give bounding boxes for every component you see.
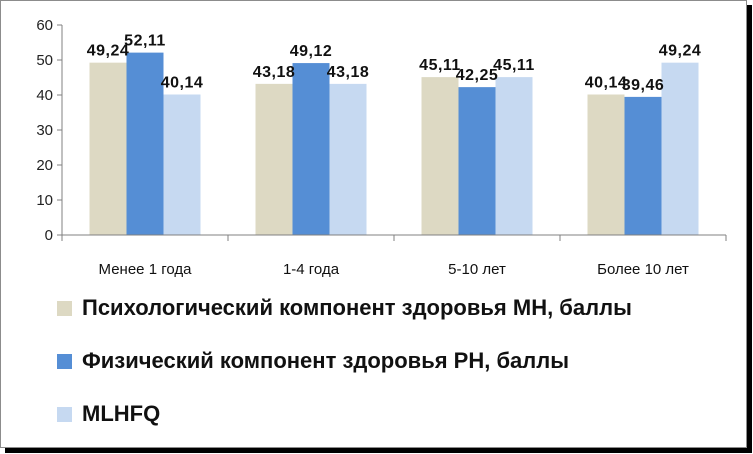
data-label-mh: 49,24 xyxy=(87,43,130,60)
legend: Психологический компонент здоровья MH, б… xyxy=(57,293,632,452)
legend-swatch-mlhfq xyxy=(57,406,72,422)
data-label-mh: 43,18 xyxy=(253,64,296,81)
chart-frame: 0 10 20 30 40 50 60 49,24 52,11 40,14 43,18 49,12 4… xyxy=(0,0,747,448)
bars xyxy=(89,52,699,236)
data-label-mlhfq: 43,18 xyxy=(327,64,370,81)
bar-mh xyxy=(89,62,127,235)
legend-item-mh: Психологический компонент здоровья MH, б… xyxy=(57,293,632,323)
bar-ph xyxy=(126,52,164,235)
data-label-ph: 49,12 xyxy=(290,43,333,60)
bar-mlhfq xyxy=(661,62,699,235)
legend-swatch-ph xyxy=(57,353,72,369)
bar-mh xyxy=(421,77,459,236)
legend-label-mlhfq: MLHFQ xyxy=(82,401,161,426)
bar-mlhfq xyxy=(329,83,367,236)
category-labels: Менее 1 года 1-4 года 5-10 лет Более 10 лет xyxy=(99,261,689,278)
category-label: 1-4 года xyxy=(283,261,340,278)
y-tick-label: 20 xyxy=(36,157,53,174)
legend-item-ph: Физический компонент здоровья PH, баллы xyxy=(57,346,632,376)
category-label: Более 10 лет xyxy=(597,261,689,278)
legend-item-mlhfq: MLHFQ xyxy=(57,399,632,429)
y-tick-label: 40 xyxy=(36,87,53,104)
data-label-ph: 39,46 xyxy=(622,77,665,94)
category-label: Менее 1 года xyxy=(99,261,193,278)
axes xyxy=(61,25,727,241)
y-axis-ticks: 0 10 20 30 40 50 60 xyxy=(36,17,62,244)
y-tick-label: 60 xyxy=(36,17,53,34)
bar-mlhfq xyxy=(495,77,533,236)
bar-mlhfq xyxy=(163,94,201,235)
data-label-mh: 45,11 xyxy=(419,57,461,74)
bar-ph xyxy=(458,87,496,235)
y-tick-label: 50 xyxy=(36,52,53,69)
legend-label-mh: Психологический компонент здоровья MH, б… xyxy=(82,295,632,320)
data-label-mh: 40,14 xyxy=(585,75,628,92)
bar-ph xyxy=(292,63,330,235)
data-label-ph: 52,11 xyxy=(124,33,166,50)
data-label-ph: 42,25 xyxy=(456,67,499,84)
y-tick-label: 30 xyxy=(36,122,53,139)
bar-mh xyxy=(587,94,625,235)
bar-mh xyxy=(255,83,293,236)
legend-swatch-mh xyxy=(57,300,72,316)
data-label-mlhfq: 40,14 xyxy=(161,75,204,92)
data-label-mlhfq: 49,24 xyxy=(659,43,702,60)
category-label: 5-10 лет xyxy=(448,261,506,278)
bar-ph xyxy=(624,96,662,235)
data-label-mlhfq: 45,11 xyxy=(493,57,535,74)
y-tick-label: 0 xyxy=(45,227,53,244)
y-tick-label: 10 xyxy=(36,192,53,209)
legend-label-ph: Физический компонент здоровья PH, баллы xyxy=(82,348,570,373)
